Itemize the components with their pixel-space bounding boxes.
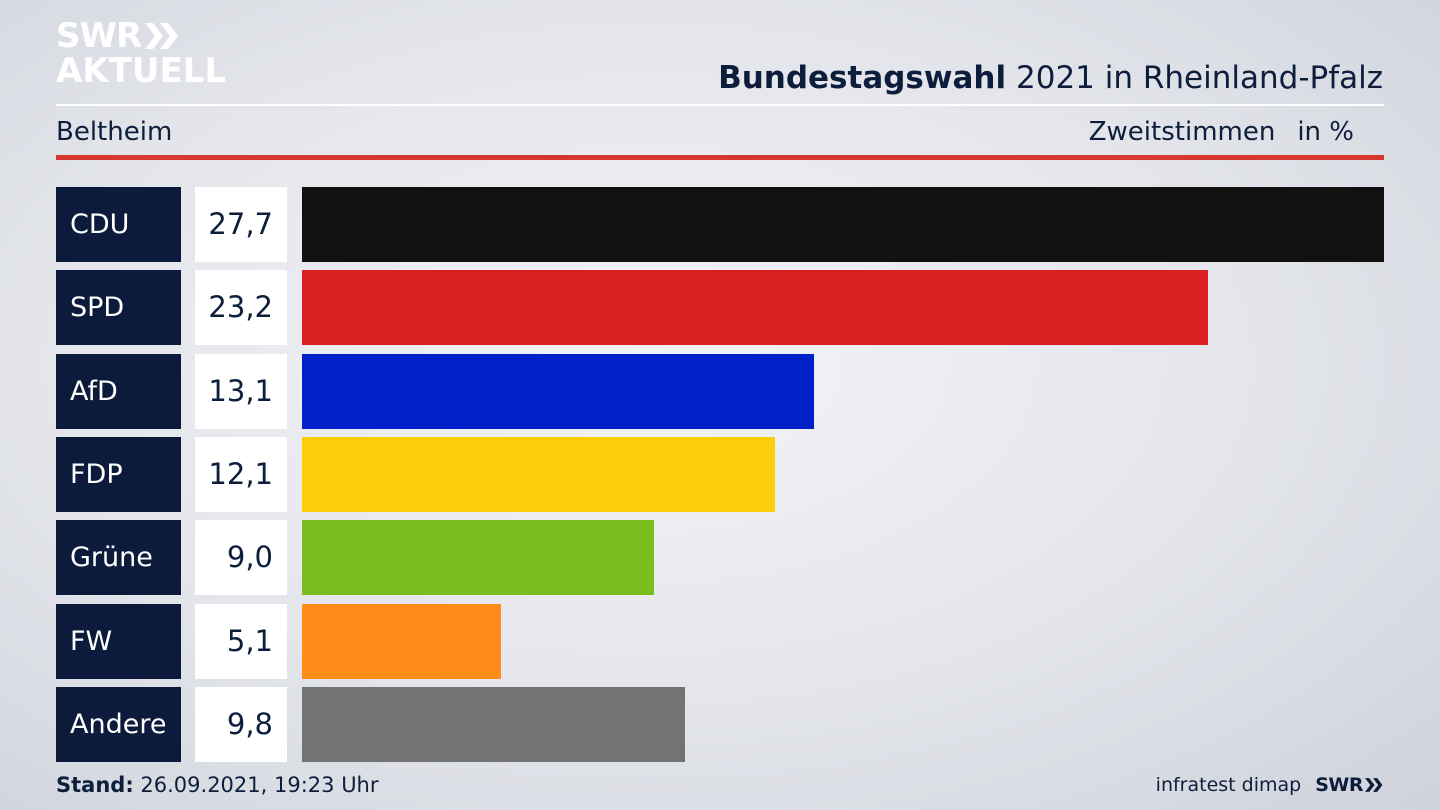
party-label: CDU xyxy=(56,187,181,262)
party-label: AfD xyxy=(56,353,181,429)
bar-row: SPD 23,2 xyxy=(56,270,1384,346)
swr-brand: SWR xyxy=(1315,770,1384,800)
party-label: FW xyxy=(56,603,181,679)
party-label: Andere xyxy=(56,686,181,762)
bar-row: Andere 9,8 xyxy=(56,686,1384,762)
stand-value: 26.09.2021, 19:23 Uhr xyxy=(140,773,379,797)
value-label: 13,1 xyxy=(195,353,287,429)
measure-text: Zweitstimmen xyxy=(1088,117,1276,147)
bar xyxy=(302,353,814,429)
double-chevron-icon xyxy=(1365,778,1383,792)
value-label: 9,8 xyxy=(195,686,287,762)
party-label: Grüne xyxy=(56,520,181,596)
title-rest: 2021 in Rheinland-Pfalz xyxy=(1016,60,1383,96)
logo-aktuell-text: AKTUELL xyxy=(56,51,227,91)
bar-chart: CDU 27,7 SPD 23,2 AfD 13,1 FDP 12,1 Grüne 9,0 FW 5,… xyxy=(56,187,1384,762)
bar-row: FDP 12,1 xyxy=(56,436,1384,512)
header-divider xyxy=(56,104,1384,106)
page-title: Bundestagswahl 2021 in Rheinland-Pfalz xyxy=(718,58,1383,98)
value-label: 5,1 xyxy=(195,603,287,679)
party-label: SPD xyxy=(56,270,181,346)
bar xyxy=(302,436,775,512)
stand-label: Stand: xyxy=(56,773,134,797)
measure-label: Zweitstimmen in % xyxy=(1089,114,1354,150)
bar-row: CDU 27,7 xyxy=(56,187,1384,262)
value-label: 23,2 xyxy=(195,270,287,346)
source-text: infratest dimap xyxy=(1155,774,1302,796)
bar xyxy=(302,686,685,762)
bar xyxy=(302,603,501,679)
bar xyxy=(302,270,1208,346)
bar xyxy=(302,187,1384,262)
bar-row: AfD 13,1 xyxy=(56,353,1384,429)
value-label: 9,0 xyxy=(195,520,287,596)
value-label: 27,7 xyxy=(195,187,287,262)
swr-aktuell-logo: SWR AKTUELL xyxy=(56,18,226,90)
party-label: FDP xyxy=(56,436,181,512)
logo-swr-text: SWR xyxy=(56,16,142,56)
title-bold: Bundestagswahl xyxy=(718,60,1007,96)
accent-divider xyxy=(56,155,1384,160)
bar xyxy=(302,520,654,596)
swr-brand-text: SWR xyxy=(1315,774,1363,796)
double-chevron-icon xyxy=(145,23,179,49)
place-name: Beltheim xyxy=(56,117,173,147)
bar-row: FW 5,1 xyxy=(56,603,1384,679)
timestamp: Stand: 26.09.2021, 19:23 Uhr xyxy=(56,770,379,800)
unit-text: in % xyxy=(1297,117,1354,147)
value-label: 12,1 xyxy=(195,436,287,512)
bar-row: Grüne 9,0 xyxy=(56,520,1384,596)
source-credit: infratest dimap SWR xyxy=(1156,770,1384,800)
